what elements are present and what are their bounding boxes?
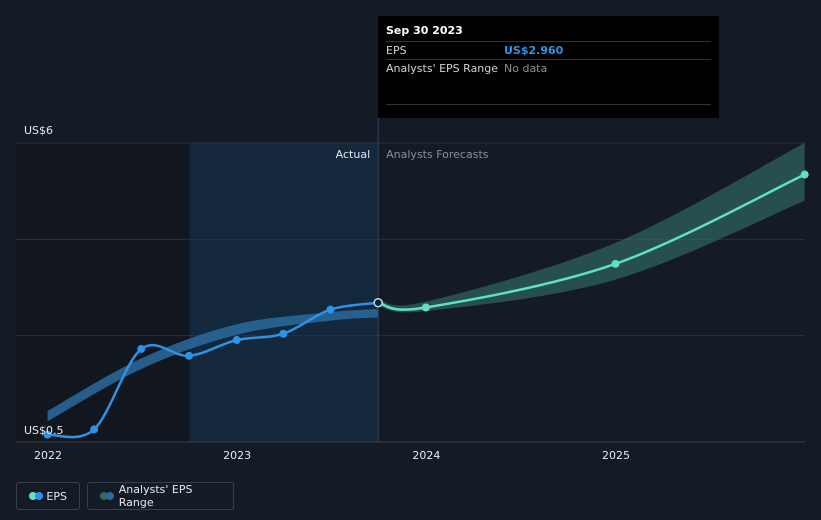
eps-point-actual [137, 344, 146, 353]
x-tick-label: 2023 [223, 449, 251, 462]
eps-point-actual [232, 336, 241, 345]
tooltip: Sep 30 2023 EPS US$2.960 Analysts' EPS R… [378, 16, 719, 118]
range-swatch-icon [100, 492, 114, 500]
eps-chart: US$6 US$0.5 Actual Analysts Forecasts 2022 20… [16, 118, 809, 462]
tooltip-range-label: Analysts' EPS Range [386, 62, 499, 75]
legend-label-range: Analysts' EPS Range [118, 483, 193, 509]
actual-highlight-region [189, 143, 379, 442]
actual-region-label: Actual [336, 148, 370, 161]
range-band-range-forecast [378, 143, 805, 313]
eps-point-forecast [800, 170, 809, 179]
range-band-range-actual [47, 309, 379, 422]
tooltip-eps-label: EPS [386, 44, 407, 57]
legend-label-eps: EPS [46, 489, 67, 503]
legend-item-range[interactable]: Analysts' EPS Range [87, 482, 234, 510]
eps-point-actual [279, 329, 288, 338]
eps-point-forecast [421, 303, 430, 312]
y-tick-label: US$6 [24, 124, 53, 137]
past-region-shade [16, 143, 190, 442]
forecast-region-label: Analysts Forecasts [386, 148, 489, 161]
tooltip-range-value: No data [504, 62, 548, 75]
eps-line-forecast [377, 173, 806, 311]
y-tick-label: US$0.5 [24, 424, 64, 437]
x-tick-label: 2025 [602, 449, 630, 462]
eps-point-forecast [611, 259, 620, 268]
tooltip-row-eps: EPS US$2.960 [386, 41, 711, 59]
x-tick-label: 2024 [412, 449, 440, 462]
x-tick-label: 2022 [34, 449, 62, 462]
eps-point-actual [43, 430, 52, 439]
tooltip-eps-value: US$2.960 [504, 44, 564, 57]
tooltip-row-range: Analysts' EPS Range No data [386, 59, 711, 105]
eps-swatch-icon [29, 492, 43, 500]
eps-point-actual [326, 305, 335, 314]
eps-line-actual [47, 301, 379, 439]
tooltip-date: Sep 30 2023 [386, 24, 463, 37]
legend-item-eps[interactable]: EPS [16, 482, 80, 510]
eps-point-actual [184, 351, 193, 360]
eps-point-actual [90, 425, 99, 434]
eps-current-point [373, 297, 383, 308]
